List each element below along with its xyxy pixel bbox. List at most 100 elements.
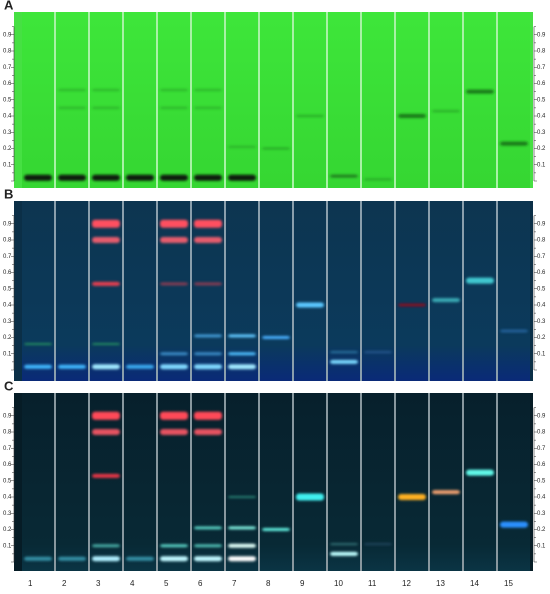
lane — [294, 201, 326, 381]
rf-label: 0.8 — [537, 430, 546, 436]
lane — [260, 12, 292, 188]
rf-label: 0.9 — [3, 221, 12, 227]
lane — [192, 393, 224, 571]
rf-label: 0.1 — [3, 162, 12, 168]
lane — [90, 393, 122, 571]
band — [500, 521, 528, 528]
lane — [328, 12, 360, 188]
lane — [22, 393, 54, 571]
lane — [226, 12, 258, 188]
lane — [396, 393, 428, 571]
rf-label: 0.1 — [537, 543, 546, 549]
rf-label: 0.5 — [3, 97, 12, 103]
band — [296, 302, 324, 308]
rf-label: 0.3 — [537, 319, 546, 325]
band — [466, 277, 494, 284]
lane — [192, 201, 224, 381]
lane — [260, 201, 292, 381]
band — [500, 329, 528, 333]
lane — [430, 12, 462, 188]
panel-label: A — [4, 0, 14, 12]
rf-label: 0.4 — [3, 303, 12, 309]
band — [330, 551, 358, 556]
rf-label: 0.6 — [537, 462, 546, 468]
rf-label: 0.9 — [537, 221, 546, 227]
band — [92, 174, 120, 181]
band — [58, 174, 86, 181]
band — [262, 147, 290, 150]
band — [58, 106, 86, 109]
rf-label: 0.5 — [3, 286, 12, 292]
band — [58, 89, 86, 91]
band — [194, 237, 222, 243]
band — [58, 364, 86, 369]
lane — [124, 201, 156, 381]
lane-number: 4 — [130, 579, 135, 588]
band — [160, 174, 188, 181]
lane-number: 6 — [198, 579, 203, 588]
band — [160, 352, 188, 356]
lane — [56, 12, 88, 188]
band — [160, 556, 188, 562]
lane — [498, 12, 530, 188]
band — [398, 494, 426, 500]
rf-label: 0.4 — [537, 303, 546, 309]
lane-number: 8 — [266, 579, 271, 588]
rf-label: 0.4 — [537, 495, 546, 501]
band — [194, 544, 222, 548]
band — [194, 411, 222, 420]
band — [194, 526, 222, 530]
lane — [464, 201, 496, 381]
band — [194, 219, 222, 228]
lane-number: 13 — [436, 579, 445, 588]
band — [194, 106, 222, 109]
band — [228, 352, 256, 356]
band — [432, 110, 460, 113]
rf-label: 0.6 — [3, 81, 12, 87]
lane — [158, 393, 190, 571]
band — [296, 493, 324, 501]
band — [432, 298, 460, 303]
band — [228, 145, 256, 148]
band — [194, 556, 222, 562]
lane — [56, 393, 88, 571]
rf-label: 0.3 — [3, 319, 12, 325]
rf-label: 0.7 — [3, 65, 12, 71]
band — [92, 411, 120, 420]
rf-label: 0.1 — [3, 351, 12, 357]
lane — [430, 393, 462, 571]
lane — [328, 393, 360, 571]
band — [92, 429, 120, 435]
rf-label: 0.1 — [537, 162, 546, 168]
band — [92, 544, 120, 548]
band — [364, 543, 392, 546]
lane — [158, 12, 190, 188]
band — [92, 106, 120, 109]
rf-label: 0.2 — [3, 335, 12, 341]
lane — [158, 201, 190, 381]
lane — [260, 393, 292, 571]
band — [126, 556, 154, 561]
band — [194, 334, 222, 338]
band — [24, 364, 52, 369]
band — [126, 174, 154, 181]
lane — [396, 201, 428, 381]
band — [160, 106, 188, 109]
rf-label: 0.7 — [3, 254, 12, 260]
band — [160, 364, 188, 370]
rf-label: 0.4 — [3, 495, 12, 501]
band — [92, 219, 120, 228]
band — [228, 556, 256, 562]
band — [24, 556, 52, 561]
lane — [464, 393, 496, 571]
band — [262, 528, 290, 531]
lane — [362, 201, 394, 381]
lane-number: 1 — [28, 579, 33, 588]
band — [194, 364, 222, 370]
rf-label: 0.2 — [3, 146, 12, 152]
rf-label: 0.2 — [537, 335, 546, 341]
band — [364, 178, 392, 181]
rf-label: 0.3 — [3, 511, 12, 517]
band — [432, 490, 460, 495]
